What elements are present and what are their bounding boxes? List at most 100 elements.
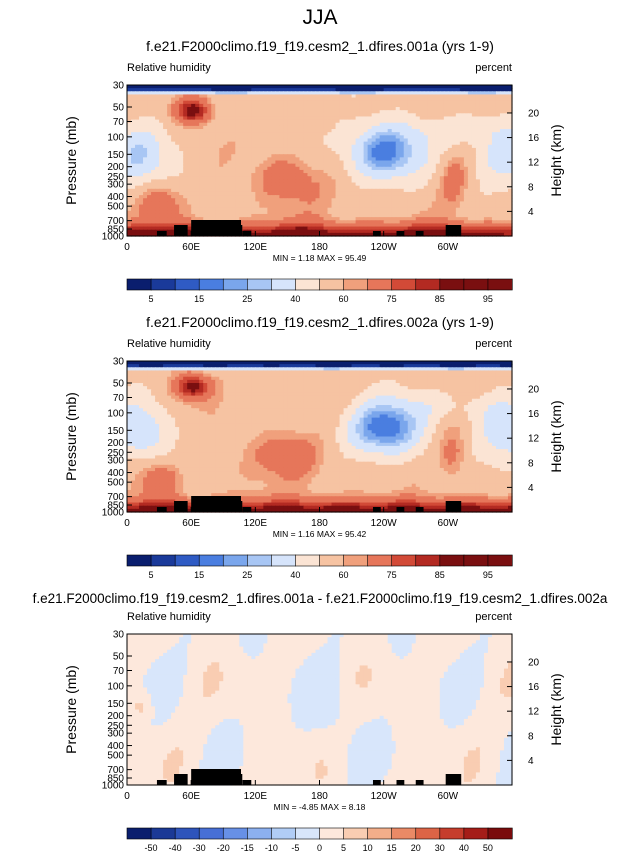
field-cell bbox=[163, 122, 168, 127]
field-cell bbox=[231, 179, 236, 184]
field-cell bbox=[303, 160, 309, 165]
field-cell bbox=[167, 179, 172, 184]
variable-label: Relative humidity bbox=[127, 62, 211, 74]
field-cell bbox=[255, 135, 260, 140]
field-cell bbox=[259, 179, 264, 184]
field-cell bbox=[503, 151, 509, 155]
field-cell bbox=[287, 94, 293, 99]
field-cell bbox=[415, 129, 421, 133]
field-cell bbox=[247, 188, 252, 193]
field-cell bbox=[431, 85, 437, 89]
field-cell bbox=[419, 91, 425, 96]
field-cell bbox=[495, 154, 501, 158]
field-cell bbox=[151, 169, 156, 174]
field-cell bbox=[375, 100, 381, 105]
field-cell bbox=[327, 141, 333, 146]
field-cell bbox=[507, 107, 513, 111]
field-cell bbox=[239, 97, 244, 102]
field-cell bbox=[415, 94, 421, 99]
field-cell bbox=[151, 163, 156, 168]
field-cell bbox=[447, 166, 453, 171]
field-cell bbox=[415, 195, 421, 199]
field-cell bbox=[327, 125, 333, 130]
field-cell bbox=[267, 138, 272, 143]
field-cell bbox=[303, 138, 309, 143]
field-cell bbox=[155, 103, 160, 108]
field-cell bbox=[383, 135, 389, 140]
field-cell bbox=[399, 147, 405, 152]
field-cell bbox=[347, 107, 353, 111]
field-cell bbox=[247, 110, 252, 114]
field-cell bbox=[351, 113, 357, 118]
panel-title: f.e21.F2000climo.f19_f19.cesm2_1.dfires.… bbox=[146, 38, 494, 54]
field-cell bbox=[419, 166, 425, 171]
field-cell bbox=[275, 91, 280, 96]
field-cell bbox=[203, 85, 208, 89]
field-cell bbox=[291, 110, 297, 114]
field-cell bbox=[495, 147, 501, 152]
field-cell bbox=[199, 157, 204, 162]
field-cell bbox=[455, 195, 461, 199]
field-cell bbox=[411, 97, 417, 102]
field-cell bbox=[347, 141, 353, 146]
field-cell bbox=[347, 154, 353, 158]
field-cell bbox=[275, 85, 280, 89]
field-cell bbox=[423, 188, 429, 193]
field-cell bbox=[395, 122, 401, 127]
field-cell bbox=[307, 188, 313, 193]
field-cell bbox=[451, 97, 457, 102]
field-cell bbox=[279, 122, 285, 127]
field-cell bbox=[447, 151, 453, 155]
field-cell bbox=[203, 88, 208, 92]
field-cell bbox=[351, 138, 357, 143]
field-cell bbox=[239, 129, 244, 133]
field-cell bbox=[475, 160, 481, 165]
field-cell bbox=[283, 182, 289, 187]
field-cell bbox=[479, 169, 485, 174]
field-cell bbox=[363, 97, 369, 102]
field-cell bbox=[315, 91, 321, 96]
field-cell bbox=[315, 195, 321, 199]
field-cell bbox=[295, 198, 301, 202]
field-cell bbox=[199, 198, 204, 202]
field-cell bbox=[159, 166, 164, 171]
field-cell bbox=[159, 147, 164, 152]
field-cell bbox=[143, 116, 148, 121]
field-cell bbox=[227, 138, 232, 143]
field-cell bbox=[235, 169, 240, 174]
field-cell bbox=[151, 116, 156, 121]
field-cell bbox=[459, 160, 465, 165]
field-cell bbox=[375, 135, 381, 140]
field-cell bbox=[279, 166, 285, 171]
field-cell bbox=[163, 113, 168, 118]
terrain-block bbox=[229, 225, 243, 236]
field-cell bbox=[127, 85, 132, 89]
field-cell bbox=[467, 94, 473, 99]
field-cell bbox=[475, 97, 481, 102]
field-cell bbox=[299, 100, 305, 105]
field-cell bbox=[143, 166, 148, 171]
field-cell bbox=[447, 113, 453, 118]
field-cell bbox=[343, 188, 349, 193]
field-cell bbox=[339, 110, 345, 114]
field-cell bbox=[279, 163, 285, 168]
field-cell bbox=[175, 91, 180, 96]
field-cell bbox=[415, 169, 421, 174]
field-cell bbox=[327, 100, 333, 105]
field-cell bbox=[211, 138, 216, 143]
field-cell bbox=[359, 141, 365, 146]
field-cell bbox=[343, 103, 349, 108]
field-cell bbox=[283, 91, 289, 96]
field-cell bbox=[411, 157, 417, 162]
field-cell bbox=[335, 122, 341, 127]
field-cell bbox=[255, 110, 260, 114]
field-cell bbox=[375, 141, 381, 146]
field-cell bbox=[407, 191, 413, 196]
field-cell bbox=[243, 160, 248, 165]
field-cell bbox=[231, 119, 236, 124]
field-cell bbox=[215, 169, 220, 174]
field-cell bbox=[251, 201, 256, 206]
field-cell bbox=[363, 169, 369, 174]
colorbar-segment bbox=[295, 278, 321, 291]
field-cell bbox=[375, 163, 381, 168]
